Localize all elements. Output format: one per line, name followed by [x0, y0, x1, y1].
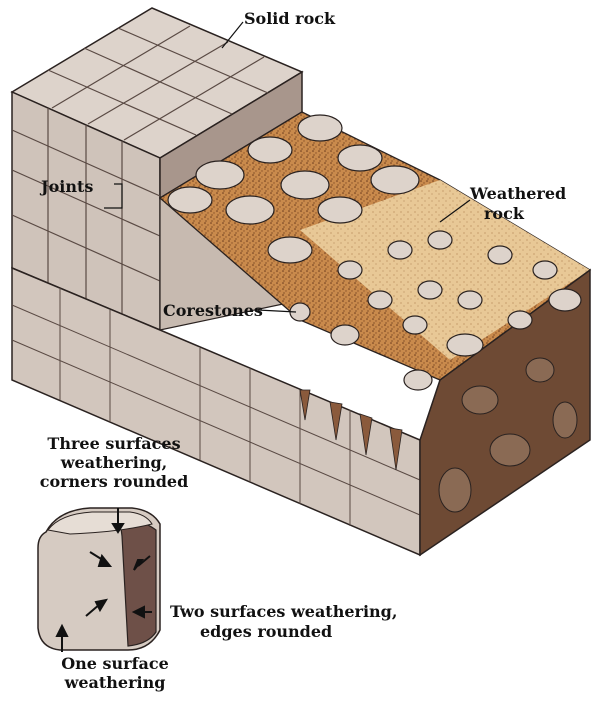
label-three-surfaces: Three surfaces weathering, corners round…	[14, 434, 214, 491]
label-two-surfaces-line1: Two surfaces weathering,	[170, 602, 398, 621]
solid-rock-block	[10, 7, 304, 332]
label-one-surface-line: weathering	[64, 673, 166, 692]
label-three-surfaces-line: weathering,	[60, 453, 168, 472]
corestone	[280, 170, 330, 200]
corestone	[225, 195, 275, 225]
weathering-arrows	[55, 508, 152, 652]
label-weathered-rock-line2: rock	[484, 204, 524, 223]
corestone	[337, 260, 363, 280]
corestone	[267, 236, 313, 264]
corestone	[370, 165, 420, 195]
corestone	[402, 315, 428, 335]
corestone	[532, 260, 558, 280]
label-joints: Joints	[41, 177, 94, 196]
label-two-surfaces-line2: edges rounded	[200, 622, 333, 641]
corestone	[457, 290, 483, 310]
corestone	[487, 245, 513, 265]
weathering-cube-inset	[37, 507, 161, 652]
label-three-surfaces-line: Three surfaces	[47, 434, 181, 453]
corestone	[446, 333, 484, 357]
label-one-surface-line: One surface	[61, 654, 169, 673]
corestone	[387, 240, 413, 260]
label-three-surfaces-line: corners rounded	[39, 472, 189, 491]
label-one-surface: One surface weathering	[40, 654, 190, 692]
corestone	[330, 324, 360, 346]
corestones-group	[167, 114, 582, 391]
leader-lines	[104, 21, 471, 313]
corestone	[507, 310, 533, 330]
corestone	[317, 196, 363, 224]
label-weathered-rock-line1: Weathered	[470, 184, 567, 203]
corestone	[297, 114, 343, 142]
corestone	[337, 144, 383, 172]
corestone	[195, 160, 245, 190]
corestone	[548, 288, 582, 312]
corestone	[417, 280, 443, 300]
corestone	[367, 290, 393, 310]
corestone	[403, 369, 433, 391]
corestone	[167, 186, 213, 214]
corestone	[247, 136, 293, 164]
label-solid-rock: Solid rock	[244, 9, 336, 28]
label-corestones: Corestones	[163, 301, 263, 320]
corestone	[427, 230, 453, 250]
